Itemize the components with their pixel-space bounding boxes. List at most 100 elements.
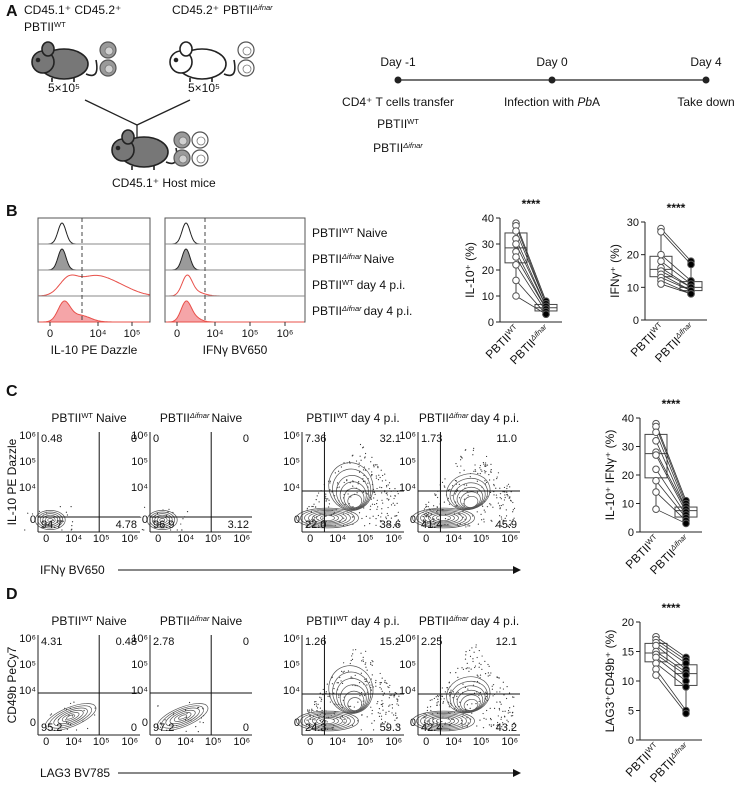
text-piece: 10⁴ <box>177 736 194 748</box>
event-dot <box>460 455 462 457</box>
contour <box>178 714 188 720</box>
contour <box>312 715 343 727</box>
event-dot <box>358 682 361 684</box>
event-dot <box>463 498 466 500</box>
tick-label: 0 <box>142 717 148 729</box>
quadrant-value: 24.3 <box>305 722 326 734</box>
tick-label: 0 <box>30 514 36 526</box>
event-dot <box>195 726 197 728</box>
text-piece: Δifnar <box>341 252 362 261</box>
text-piece: 10⁶ <box>131 633 148 645</box>
event-dot <box>176 529 178 531</box>
histogram-curve <box>166 222 304 245</box>
event-dot <box>497 502 499 504</box>
tick-label: 10⁵ <box>473 736 490 748</box>
event-dot <box>485 691 487 693</box>
y-tick-label: 0 <box>488 317 494 329</box>
text-piece: 7.36 <box>305 433 326 445</box>
event-dot <box>373 464 375 466</box>
quadrant-value: 42.4 <box>421 722 442 734</box>
text-piece: 24.3 <box>305 722 326 734</box>
event-dot <box>70 506 72 508</box>
event-dot <box>373 497 375 499</box>
data-point <box>512 276 520 285</box>
event-dot <box>362 656 364 658</box>
event-dot <box>329 480 331 482</box>
event-dot <box>513 507 516 509</box>
data-point <box>512 261 520 269</box>
event-dot <box>373 491 376 493</box>
contour <box>424 714 463 728</box>
plot-title: PBTIIWT Naive <box>51 411 127 426</box>
event-dot <box>395 714 397 716</box>
event-dot <box>508 523 511 526</box>
event-dot <box>143 529 145 531</box>
event-dot <box>388 686 390 689</box>
event-dot <box>373 503 376 506</box>
event-dot <box>465 654 467 656</box>
event-dot <box>397 704 400 706</box>
tick-label: 0 <box>174 328 180 340</box>
event-dot <box>313 518 315 520</box>
event-dot <box>396 502 398 504</box>
event-dot <box>503 694 505 696</box>
event-dot <box>456 465 458 467</box>
event-dot <box>499 487 501 489</box>
text-piece: PBTII <box>312 278 342 292</box>
text-piece: IL-10⁺ (%) <box>463 242 477 298</box>
axis-title: IFNγ BV650 <box>203 343 268 357</box>
tick-label: 0 <box>307 736 313 748</box>
text-piece: 0 <box>423 736 429 748</box>
text-piece: **** <box>662 601 681 615</box>
event-dot <box>386 486 388 488</box>
event-dot <box>423 725 425 727</box>
event-dot <box>474 666 476 669</box>
event-dot <box>465 526 467 528</box>
contour <box>169 709 196 725</box>
event-dot <box>386 494 388 496</box>
event-dot <box>428 501 430 503</box>
text-piece: CD45.1⁺ CD45.2⁺ <box>24 3 121 17</box>
contour <box>146 510 178 530</box>
contour <box>42 514 59 526</box>
event-dot <box>497 728 499 730</box>
axis-title: IL-10 PE Dazzle <box>5 438 19 525</box>
text-piece: 10⁵ <box>399 659 416 671</box>
text-piece: Δifnar <box>189 411 210 420</box>
pair-line <box>655 508 687 524</box>
event-dot <box>477 472 479 475</box>
event-dot <box>437 698 439 700</box>
event-dot <box>315 703 317 705</box>
event-dot <box>484 465 486 467</box>
histogram-curve <box>166 274 304 297</box>
event-dot <box>506 487 508 490</box>
event-dot <box>363 474 365 477</box>
event-dot <box>382 502 384 504</box>
y-tick-label: 0 <box>628 527 634 539</box>
text-piece: 10 <box>622 499 634 511</box>
event-dot <box>466 667 468 669</box>
event-dot <box>385 479 387 481</box>
data-point <box>682 683 690 691</box>
event-dot <box>489 674 491 676</box>
tick-label: 0 <box>423 533 429 545</box>
event-dot <box>485 718 487 720</box>
event-dot <box>499 493 502 495</box>
text-piece: 0 <box>628 735 634 747</box>
event-dot <box>141 528 144 531</box>
event-dot <box>334 703 336 705</box>
event-dot <box>512 722 515 724</box>
row-label: PBTIIWT Naive <box>312 226 388 241</box>
event-dot <box>311 518 313 520</box>
event-dot <box>468 670 470 672</box>
contour <box>61 712 80 722</box>
quadrant-value: 3.12 <box>228 519 249 531</box>
event-dot <box>322 517 324 519</box>
event-dot <box>478 694 480 697</box>
event-dot <box>341 670 343 672</box>
tick-label: 10⁵ <box>19 456 36 468</box>
text-piece: LAG3⁺CD49b⁺ (%) <box>603 630 617 733</box>
text-piece: 40 <box>482 213 494 225</box>
event-dot <box>487 675 489 677</box>
contour <box>432 716 455 726</box>
